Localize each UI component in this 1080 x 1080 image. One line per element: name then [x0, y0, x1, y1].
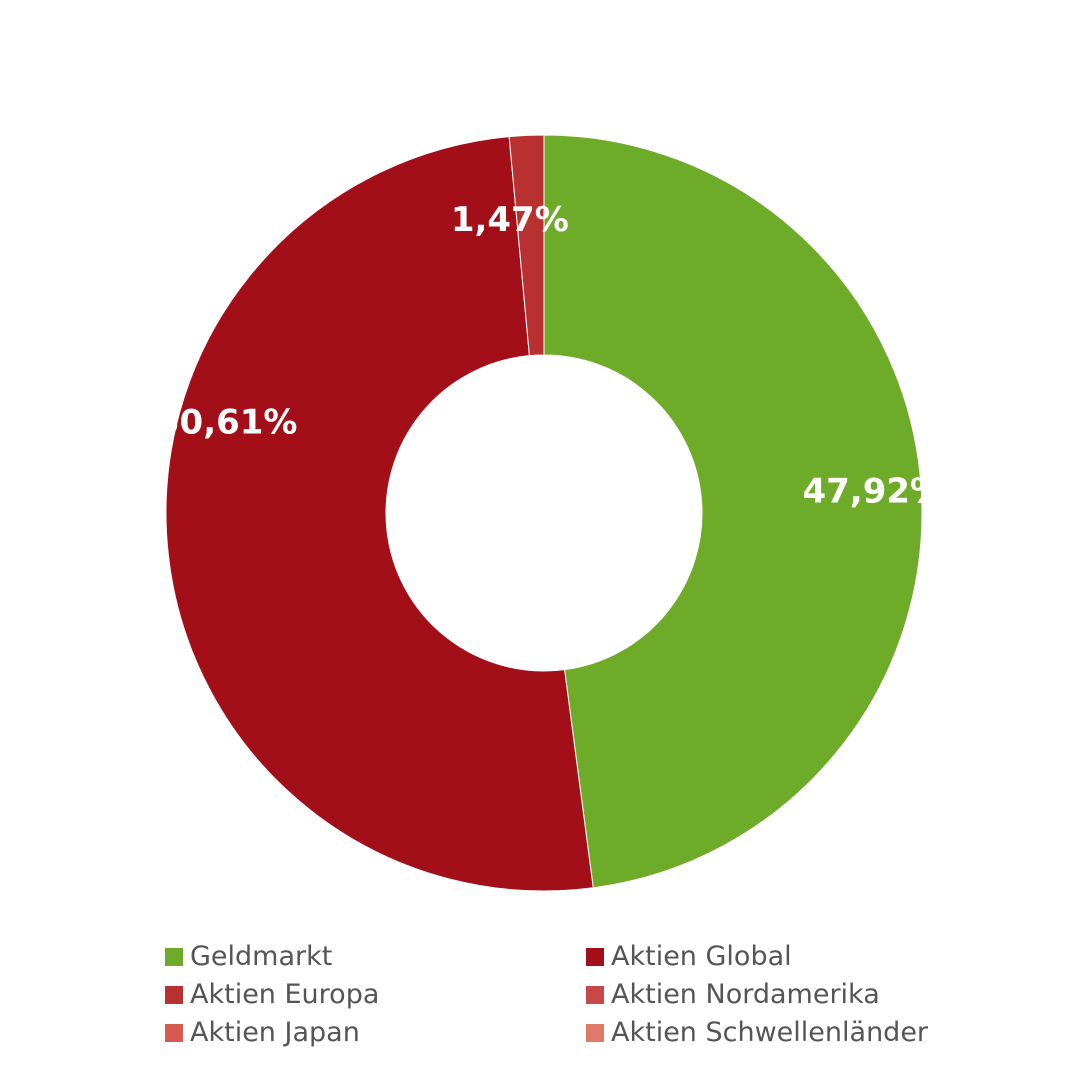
legend-swatch-aktien-nordamerika	[586, 985, 604, 1004]
slice-label-aktien-global: 50,61%	[156, 402, 298, 442]
legend-label-aktien-schwellenlaender: Aktien Schwellenländer	[611, 1017, 929, 1048]
legend-swatch-geldmarkt	[165, 947, 183, 966]
legend-swatch-aktien-schwellenlaender	[586, 1023, 604, 1042]
slice-aktien-europa	[508, 134, 545, 357]
legend-item-aktien-japan: Aktien Japan	[165, 1014, 586, 1051]
legend-label-geldmarkt: Geldmarkt	[190, 941, 333, 972]
legend-swatch-aktien-europa	[165, 985, 183, 1004]
donut-chart: 47,92% 50,61% 1,47%	[156, 134, 944, 892]
chart-legend: Geldmarkt Aktien Global Aktien Europa Ak…	[165, 938, 965, 1051]
legend-label-aktien-nordamerika: Aktien Nordamerika	[611, 979, 880, 1010]
slice-geldmarkt	[543, 134, 923, 889]
legend-swatch-aktien-japan	[165, 1023, 183, 1042]
legend-swatch-aktien-global	[586, 947, 604, 966]
legend-item-aktien-nordamerika: Aktien Nordamerika	[586, 976, 965, 1013]
legend-label-aktien-europa: Aktien Europa	[190, 979, 380, 1010]
legend-item-aktien-schwellenlaender: Aktien Schwellenländer	[586, 1014, 965, 1051]
legend-item-aktien-global: Aktien Global	[586, 938, 965, 975]
legend-item-aktien-europa: Aktien Europa	[165, 976, 586, 1013]
slice-aktien-global	[165, 136, 594, 892]
donut-slices	[165, 134, 923, 892]
legend-item-geldmarkt: Geldmarkt	[165, 938, 586, 975]
slice-label-geldmarkt: 47,92%	[802, 471, 944, 511]
slice-label-aktien-europa: 1,47%	[451, 200, 569, 240]
legend-label-aktien-global: Aktien Global	[611, 941, 792, 972]
slice-labels: 47,92% 50,61% 1,47%	[156, 200, 944, 511]
legend-label-aktien-japan: Aktien Japan	[190, 1017, 360, 1048]
